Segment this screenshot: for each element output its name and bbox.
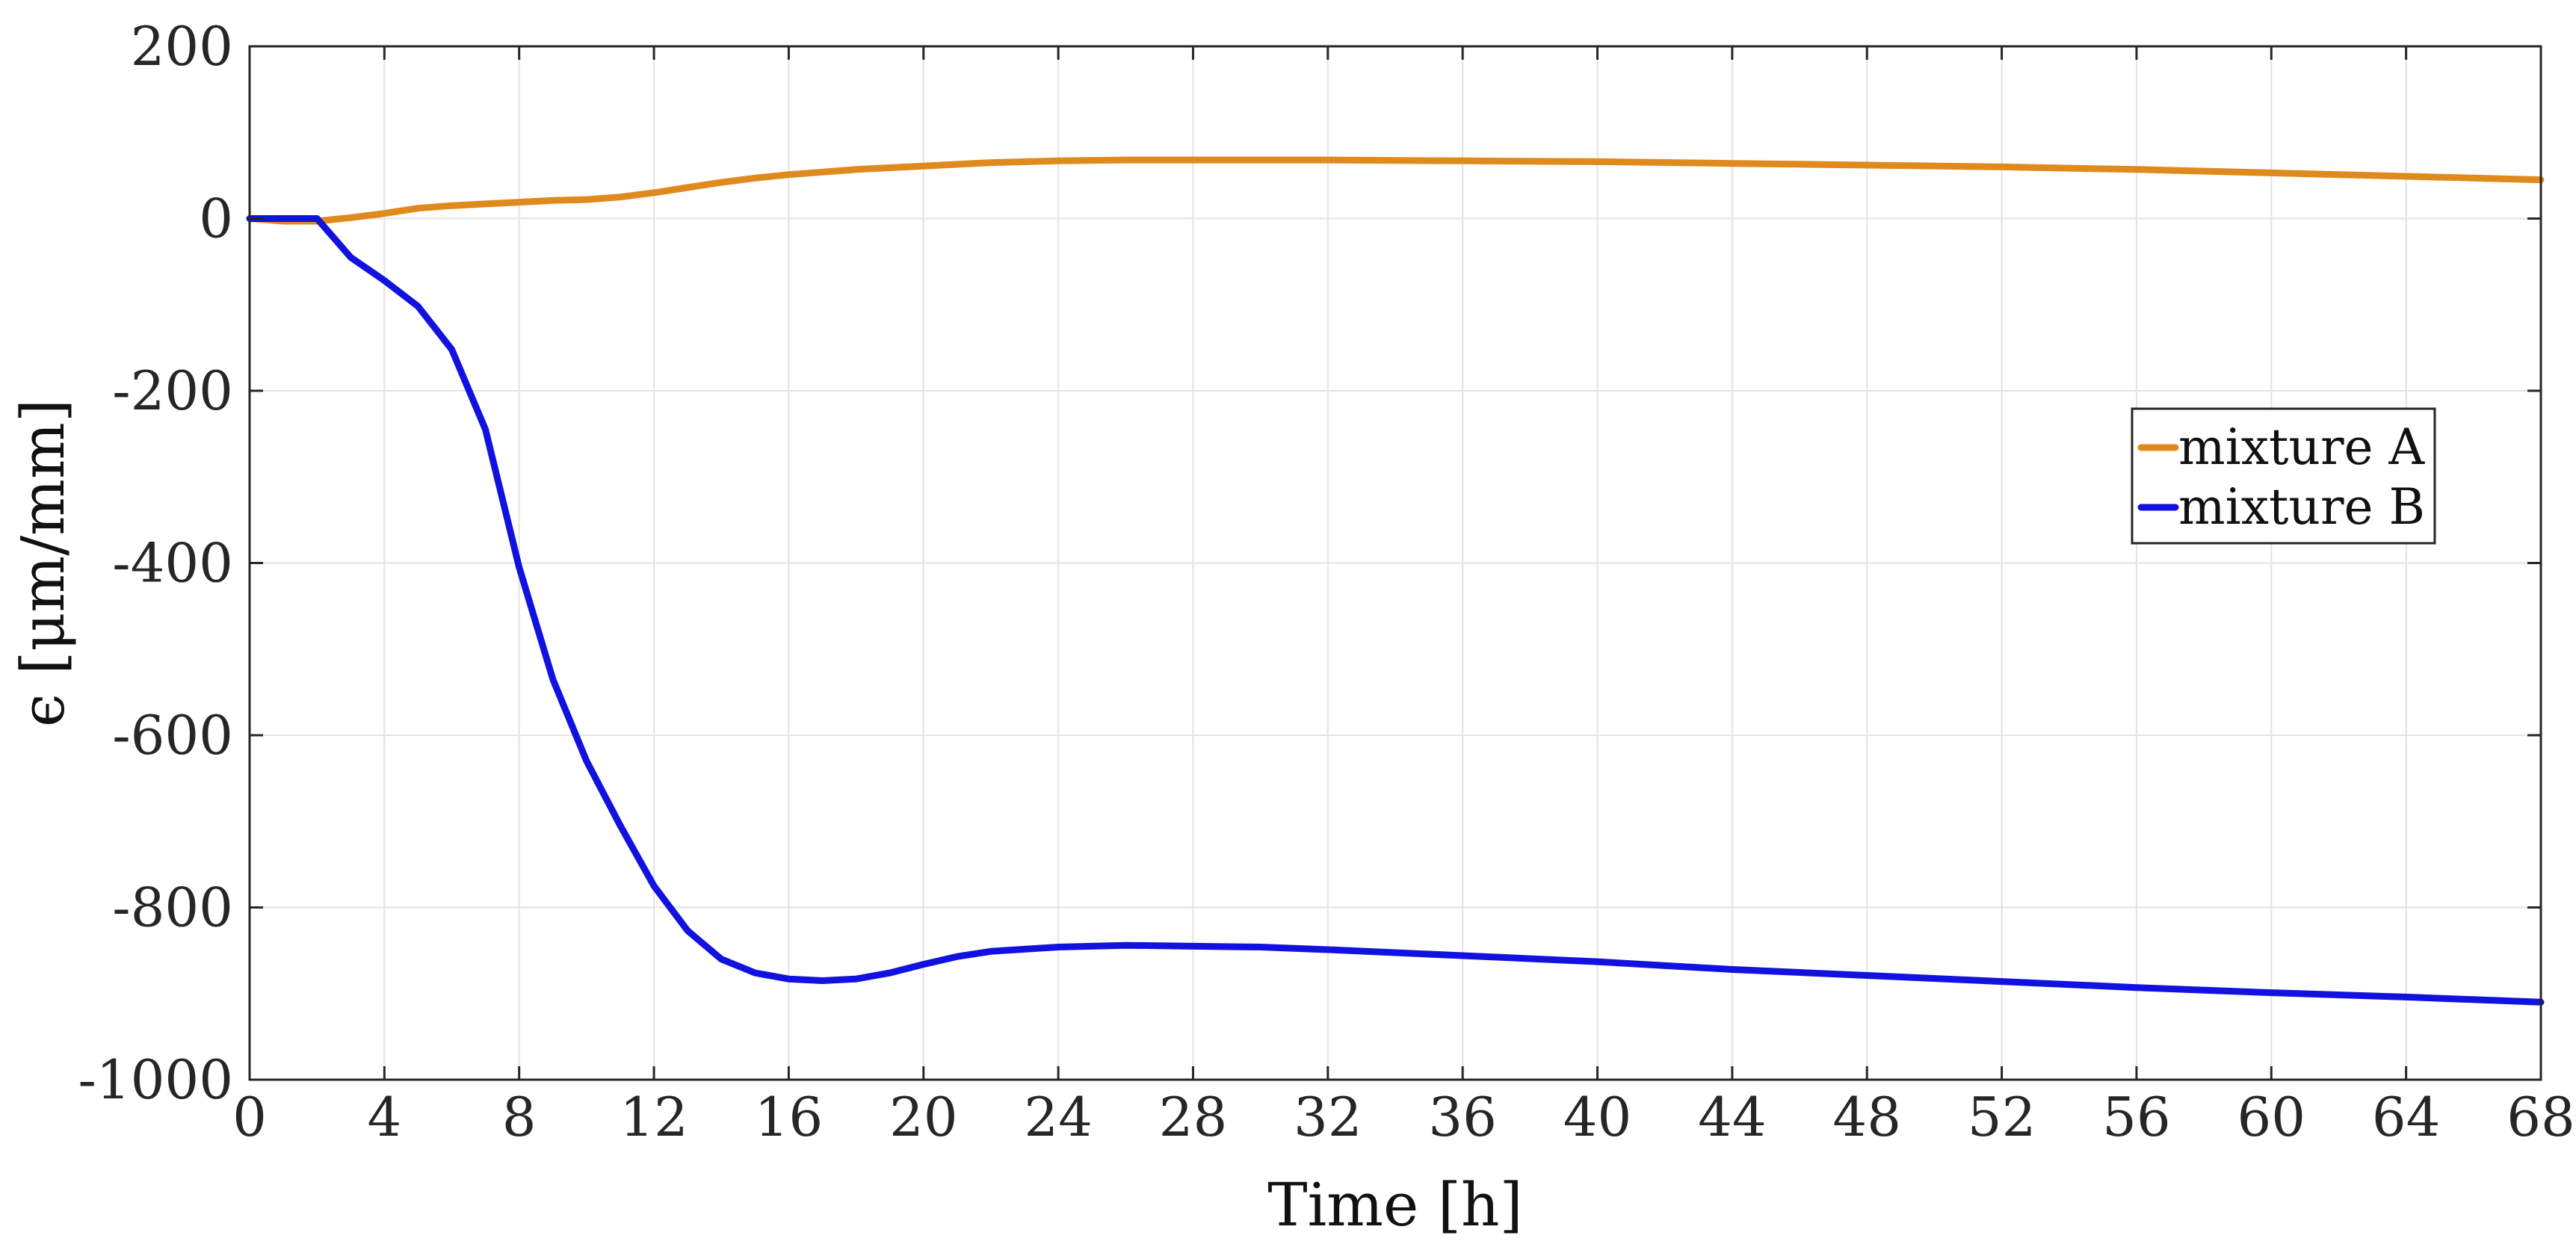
x-axis-label: Time [h]: [1267, 1170, 1523, 1240]
x-tick-label: 48: [1832, 1086, 1901, 1148]
x-tick-label: 52: [1968, 1086, 2036, 1148]
y-tick-label: 200: [131, 15, 233, 78]
y-tick-label: -200: [112, 359, 233, 422]
x-tick-label: 12: [620, 1086, 688, 1148]
x-tick-label: 28: [1159, 1086, 1228, 1148]
y-tick-label: -800: [112, 876, 233, 939]
x-tick-label: 60: [2237, 1086, 2305, 1148]
y-axis-label: ϵ [μm/mm]: [8, 399, 78, 727]
x-tick-label: 20: [889, 1086, 958, 1148]
x-tick-label: 16: [755, 1086, 824, 1148]
x-tick-label: 64: [2372, 1086, 2441, 1148]
x-tick-label: 56: [2102, 1086, 2171, 1148]
x-tick-label: 32: [1294, 1086, 1362, 1148]
y-tick-label: -600: [112, 704, 233, 767]
x-tick-label: 68: [2506, 1086, 2575, 1148]
x-tick-label: 24: [1024, 1086, 1093, 1148]
legend-label: mixture A: [2178, 418, 2426, 476]
x-tick-label: 36: [1428, 1086, 1497, 1148]
series-line-mixture-b: [246, 215, 2545, 1006]
x-tick-label: 0: [232, 1086, 267, 1148]
series-layer: [246, 156, 2545, 1006]
x-tick-label: 40: [1563, 1086, 1632, 1148]
x-tick-label: 4: [367, 1086, 401, 1148]
y-tick-label: -400: [112, 532, 233, 595]
series-line-mixture-a: [246, 156, 2545, 225]
legend-label: mixture B: [2178, 478, 2425, 536]
legend-box: [2131, 407, 2436, 545]
ticks: 0 4 8 12 16 20 24 28 32 36 40 44 48 52 56 60 64 682000-20…: [78, 15, 2575, 1148]
y-tick-label: -1000: [78, 1048, 233, 1111]
x-tick-label: 44: [1698, 1086, 1767, 1148]
x-tick-label: 8: [502, 1086, 537, 1148]
y-tick-label: 0: [199, 188, 233, 250]
